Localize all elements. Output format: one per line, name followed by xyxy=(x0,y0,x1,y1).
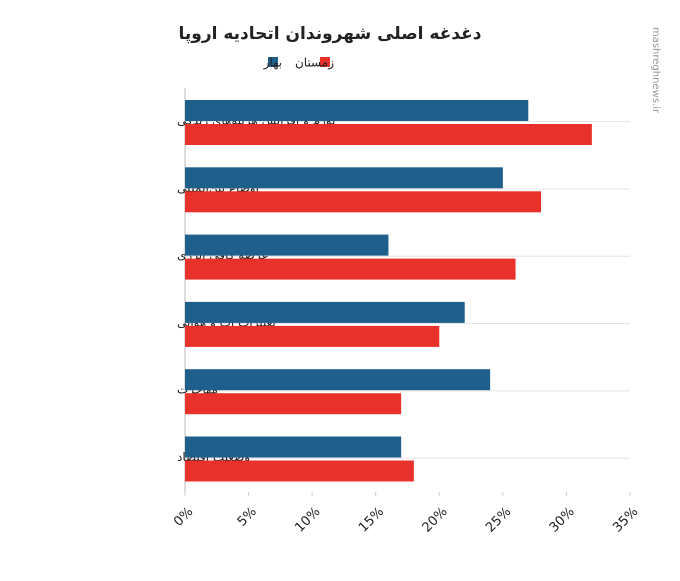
legend-swatch xyxy=(268,57,278,67)
bar xyxy=(185,369,491,391)
bar xyxy=(185,167,503,189)
legend-label: زمستان xyxy=(295,56,334,71)
bar xyxy=(185,234,389,256)
chart-title: دغدغه اصلی شهروندان اتحادیه اروپا xyxy=(179,24,482,44)
bar xyxy=(185,258,516,280)
bar xyxy=(185,460,414,482)
bar xyxy=(185,301,465,323)
legend-swatch xyxy=(320,57,330,67)
bar xyxy=(185,100,529,121)
legend-label: بهار xyxy=(263,56,282,71)
bar xyxy=(185,191,541,213)
watermark: mashreghnews.ir xyxy=(650,27,661,114)
bar xyxy=(185,436,402,458)
bar xyxy=(185,124,592,145)
bar xyxy=(185,393,402,415)
bar xyxy=(185,325,440,347)
